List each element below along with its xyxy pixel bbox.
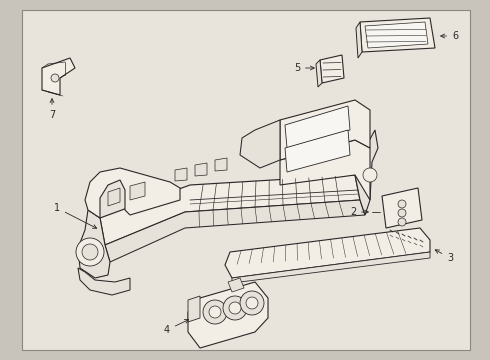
Polygon shape <box>285 130 350 172</box>
Polygon shape <box>215 158 227 171</box>
Circle shape <box>363 168 377 182</box>
Text: 6: 6 <box>441 31 458 41</box>
Circle shape <box>240 291 264 315</box>
Polygon shape <box>280 140 370 200</box>
Polygon shape <box>320 55 344 83</box>
Polygon shape <box>105 200 365 262</box>
Polygon shape <box>228 278 244 292</box>
Circle shape <box>229 302 241 314</box>
Text: 3: 3 <box>435 250 453 263</box>
Polygon shape <box>280 100 370 160</box>
Circle shape <box>51 74 59 82</box>
Polygon shape <box>365 22 428 48</box>
Polygon shape <box>175 168 187 181</box>
Circle shape <box>246 297 258 309</box>
Polygon shape <box>285 106 350 148</box>
Text: 1: 1 <box>54 203 97 228</box>
Polygon shape <box>85 168 180 218</box>
Text: 7: 7 <box>49 99 55 120</box>
Polygon shape <box>360 18 435 52</box>
Circle shape <box>223 296 247 320</box>
Polygon shape <box>188 296 200 322</box>
Polygon shape <box>100 175 360 245</box>
Circle shape <box>76 238 104 266</box>
Polygon shape <box>355 130 378 215</box>
Polygon shape <box>188 282 268 348</box>
Polygon shape <box>42 58 75 95</box>
Polygon shape <box>195 163 207 176</box>
Polygon shape <box>78 268 130 295</box>
Polygon shape <box>78 210 110 278</box>
Circle shape <box>82 244 98 260</box>
Circle shape <box>209 306 221 318</box>
Text: 2: 2 <box>350 207 368 217</box>
Circle shape <box>398 218 406 226</box>
Polygon shape <box>108 188 120 206</box>
Text: 4: 4 <box>164 320 189 335</box>
Circle shape <box>398 209 406 217</box>
Polygon shape <box>225 228 430 278</box>
Circle shape <box>398 200 406 208</box>
Polygon shape <box>356 22 362 58</box>
Polygon shape <box>240 120 280 168</box>
Polygon shape <box>382 188 422 228</box>
Polygon shape <box>316 60 322 87</box>
Polygon shape <box>232 252 430 283</box>
Text: 5: 5 <box>294 63 314 73</box>
Polygon shape <box>130 182 145 200</box>
Circle shape <box>203 300 227 324</box>
